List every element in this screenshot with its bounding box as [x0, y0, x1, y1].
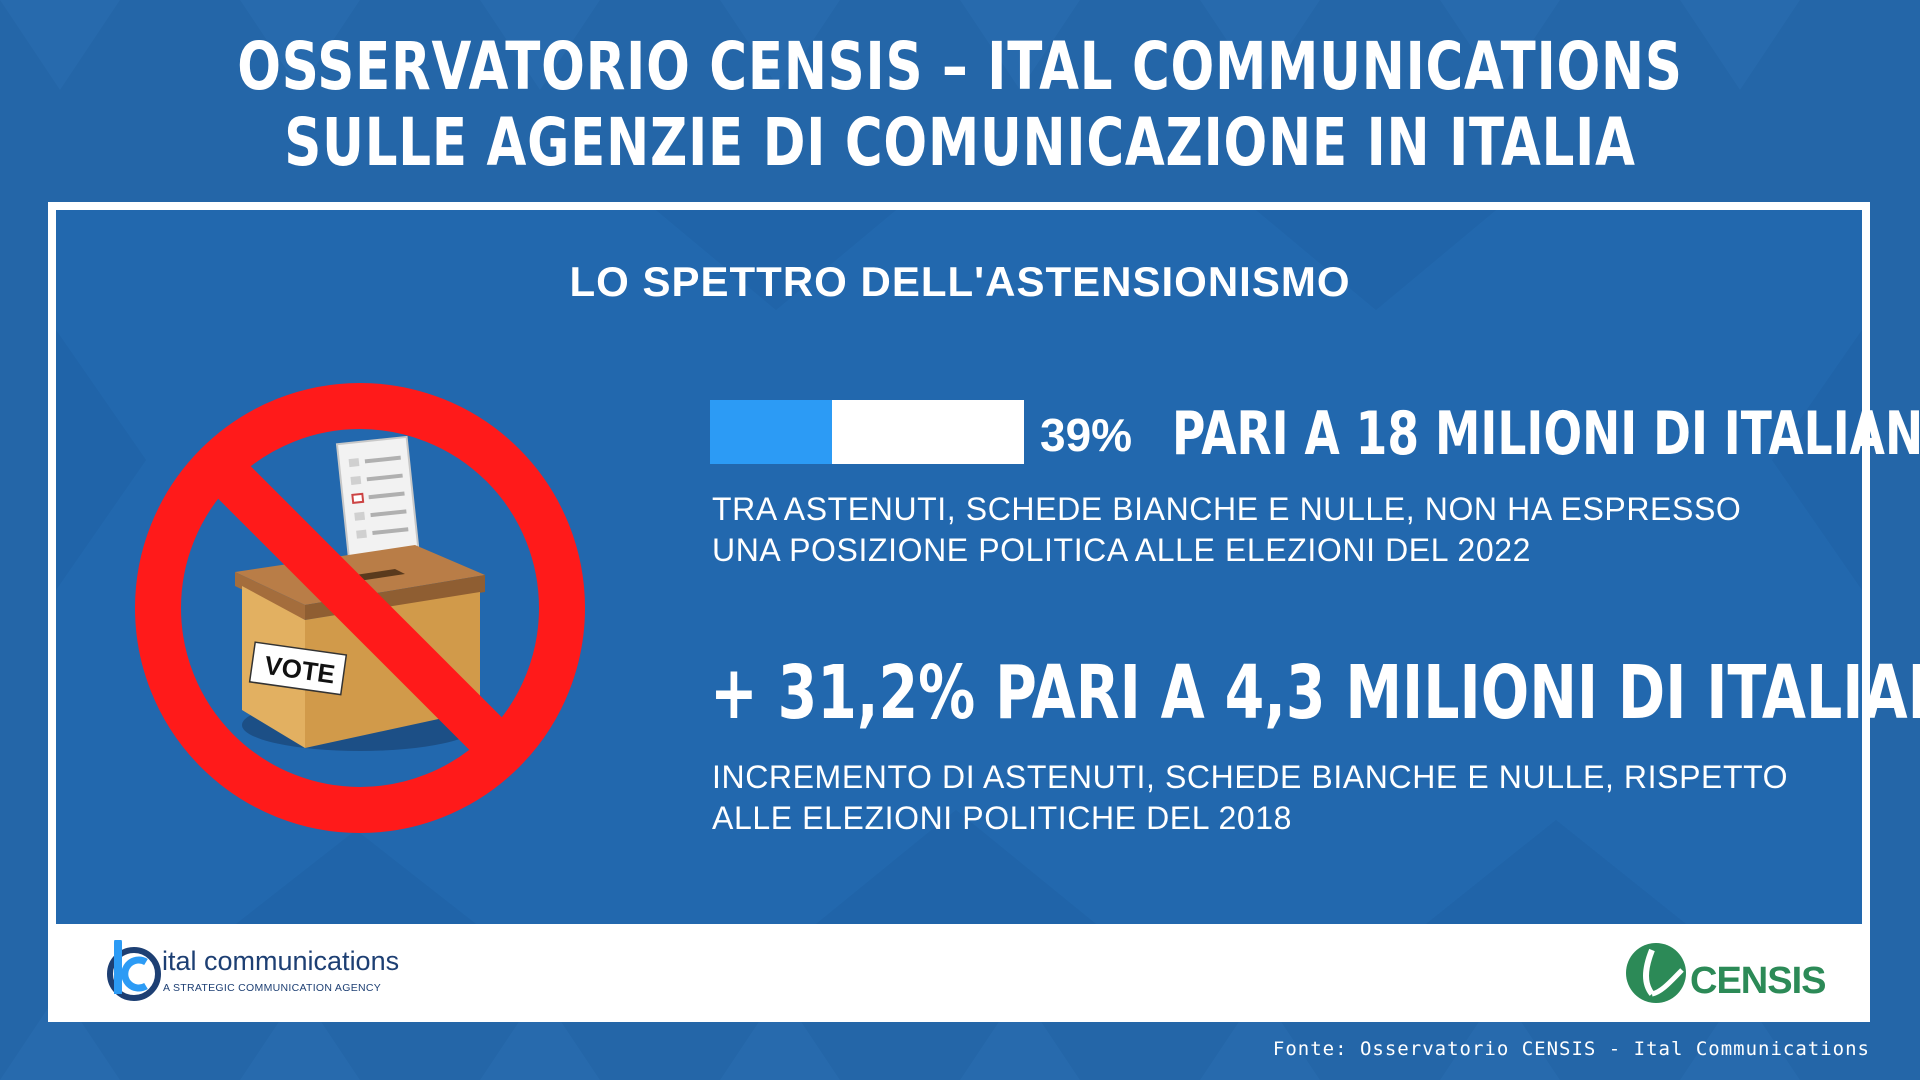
stat-1-description-line-1: TRA ASTENUTI, SCHEDE BIANCHE E NULLE, NO… — [712, 491, 1742, 527]
no-vote-ballot-box-icon: VOTE — [135, 383, 585, 833]
stat-1-headline: PARI A 18 MILIONI DI ITALIANI — [1172, 399, 1920, 469]
ital-logo-name: ital communications — [162, 946, 400, 976]
source-footer: Fonte: Osservatorio CENSIS - Ital Commun… — [1272, 1038, 1870, 1060]
ital-communications-logo-icon — [107, 940, 161, 1001]
censis-logo-icon — [1626, 943, 1686, 1003]
page-title-line-1: OSSERVATORIO CENSIS – ITAL COMMUNICATION… — [237, 28, 1683, 105]
percent-value: 39% — [1040, 409, 1133, 461]
progress-bar-fill — [710, 400, 833, 464]
ital-logo-tagline: A STRATEGIC COMMUNICATION AGENCY — [163, 982, 382, 994]
stat-2-description: INCREMENTO DI ASTENUTI, SCHEDE BIANCHE E… — [712, 757, 1788, 839]
stat-2-description-line-2: ALLE ELEZIONI POLITICHE DEL 2018 — [712, 800, 1293, 836]
page-title-line-2: SULLE AGENZIE DI COMUNICAZIONE IN ITALIA — [284, 104, 1636, 181]
stat-2-headline: + 31,2% PARI A 4,3 MILIONI DI ITALIANI — [710, 650, 1920, 736]
stat-1-description: TRA ASTENUTI, SCHEDE BIANCHE E NULLE, NO… — [712, 489, 1741, 571]
censis-logo-name: CENSIS — [1690, 960, 1826, 1002]
stat-2-description-line-1: INCREMENTO DI ASTENUTI, SCHEDE BIANCHE E… — [712, 759, 1789, 795]
stat-1-description-line-2: UNA POSIZIONE POLITICA ALLE ELEZIONI DEL… — [712, 532, 1532, 568]
progress-bar — [710, 400, 1024, 464]
section-subtitle: LO SPETTRO DELL'ASTENSIONISMO — [569, 258, 1351, 305]
panel-pattern — [56, 210, 1862, 924]
